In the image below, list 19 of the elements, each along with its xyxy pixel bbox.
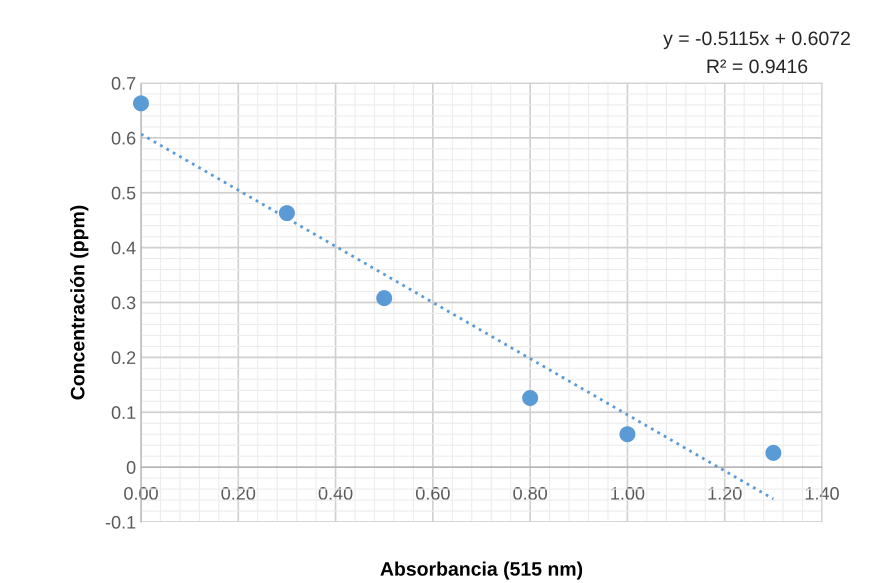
y-tick-label: 0.2 [112, 351, 136, 364]
point [619, 426, 636, 442]
y-tick-label: 0.3 [112, 296, 136, 310]
text: R² = 0.9416 [708, 59, 808, 74]
text: y = -0.5115x + 0.6072 [663, 31, 850, 50]
y-tick-label: 0.6 [112, 132, 136, 145]
point [133, 95, 149, 112]
y-tick-label: 0.4 [112, 242, 136, 254]
point [376, 290, 392, 306]
y-tick-label: 0.1 [112, 406, 136, 419]
y-tick-label: -0.1 [106, 516, 136, 529]
point [278, 205, 295, 222]
y-axis-title: Concentración (ppm) [70, 206, 88, 400]
y-tick-label: 0.7 [112, 76, 136, 90]
point [522, 390, 538, 406]
y-tick-label: 0.5 [112, 186, 136, 200]
y-tick-label: 0 [126, 461, 136, 474]
x-axis-title: Absorbancia (515 nm) [380, 562, 582, 580]
point [765, 444, 782, 461]
